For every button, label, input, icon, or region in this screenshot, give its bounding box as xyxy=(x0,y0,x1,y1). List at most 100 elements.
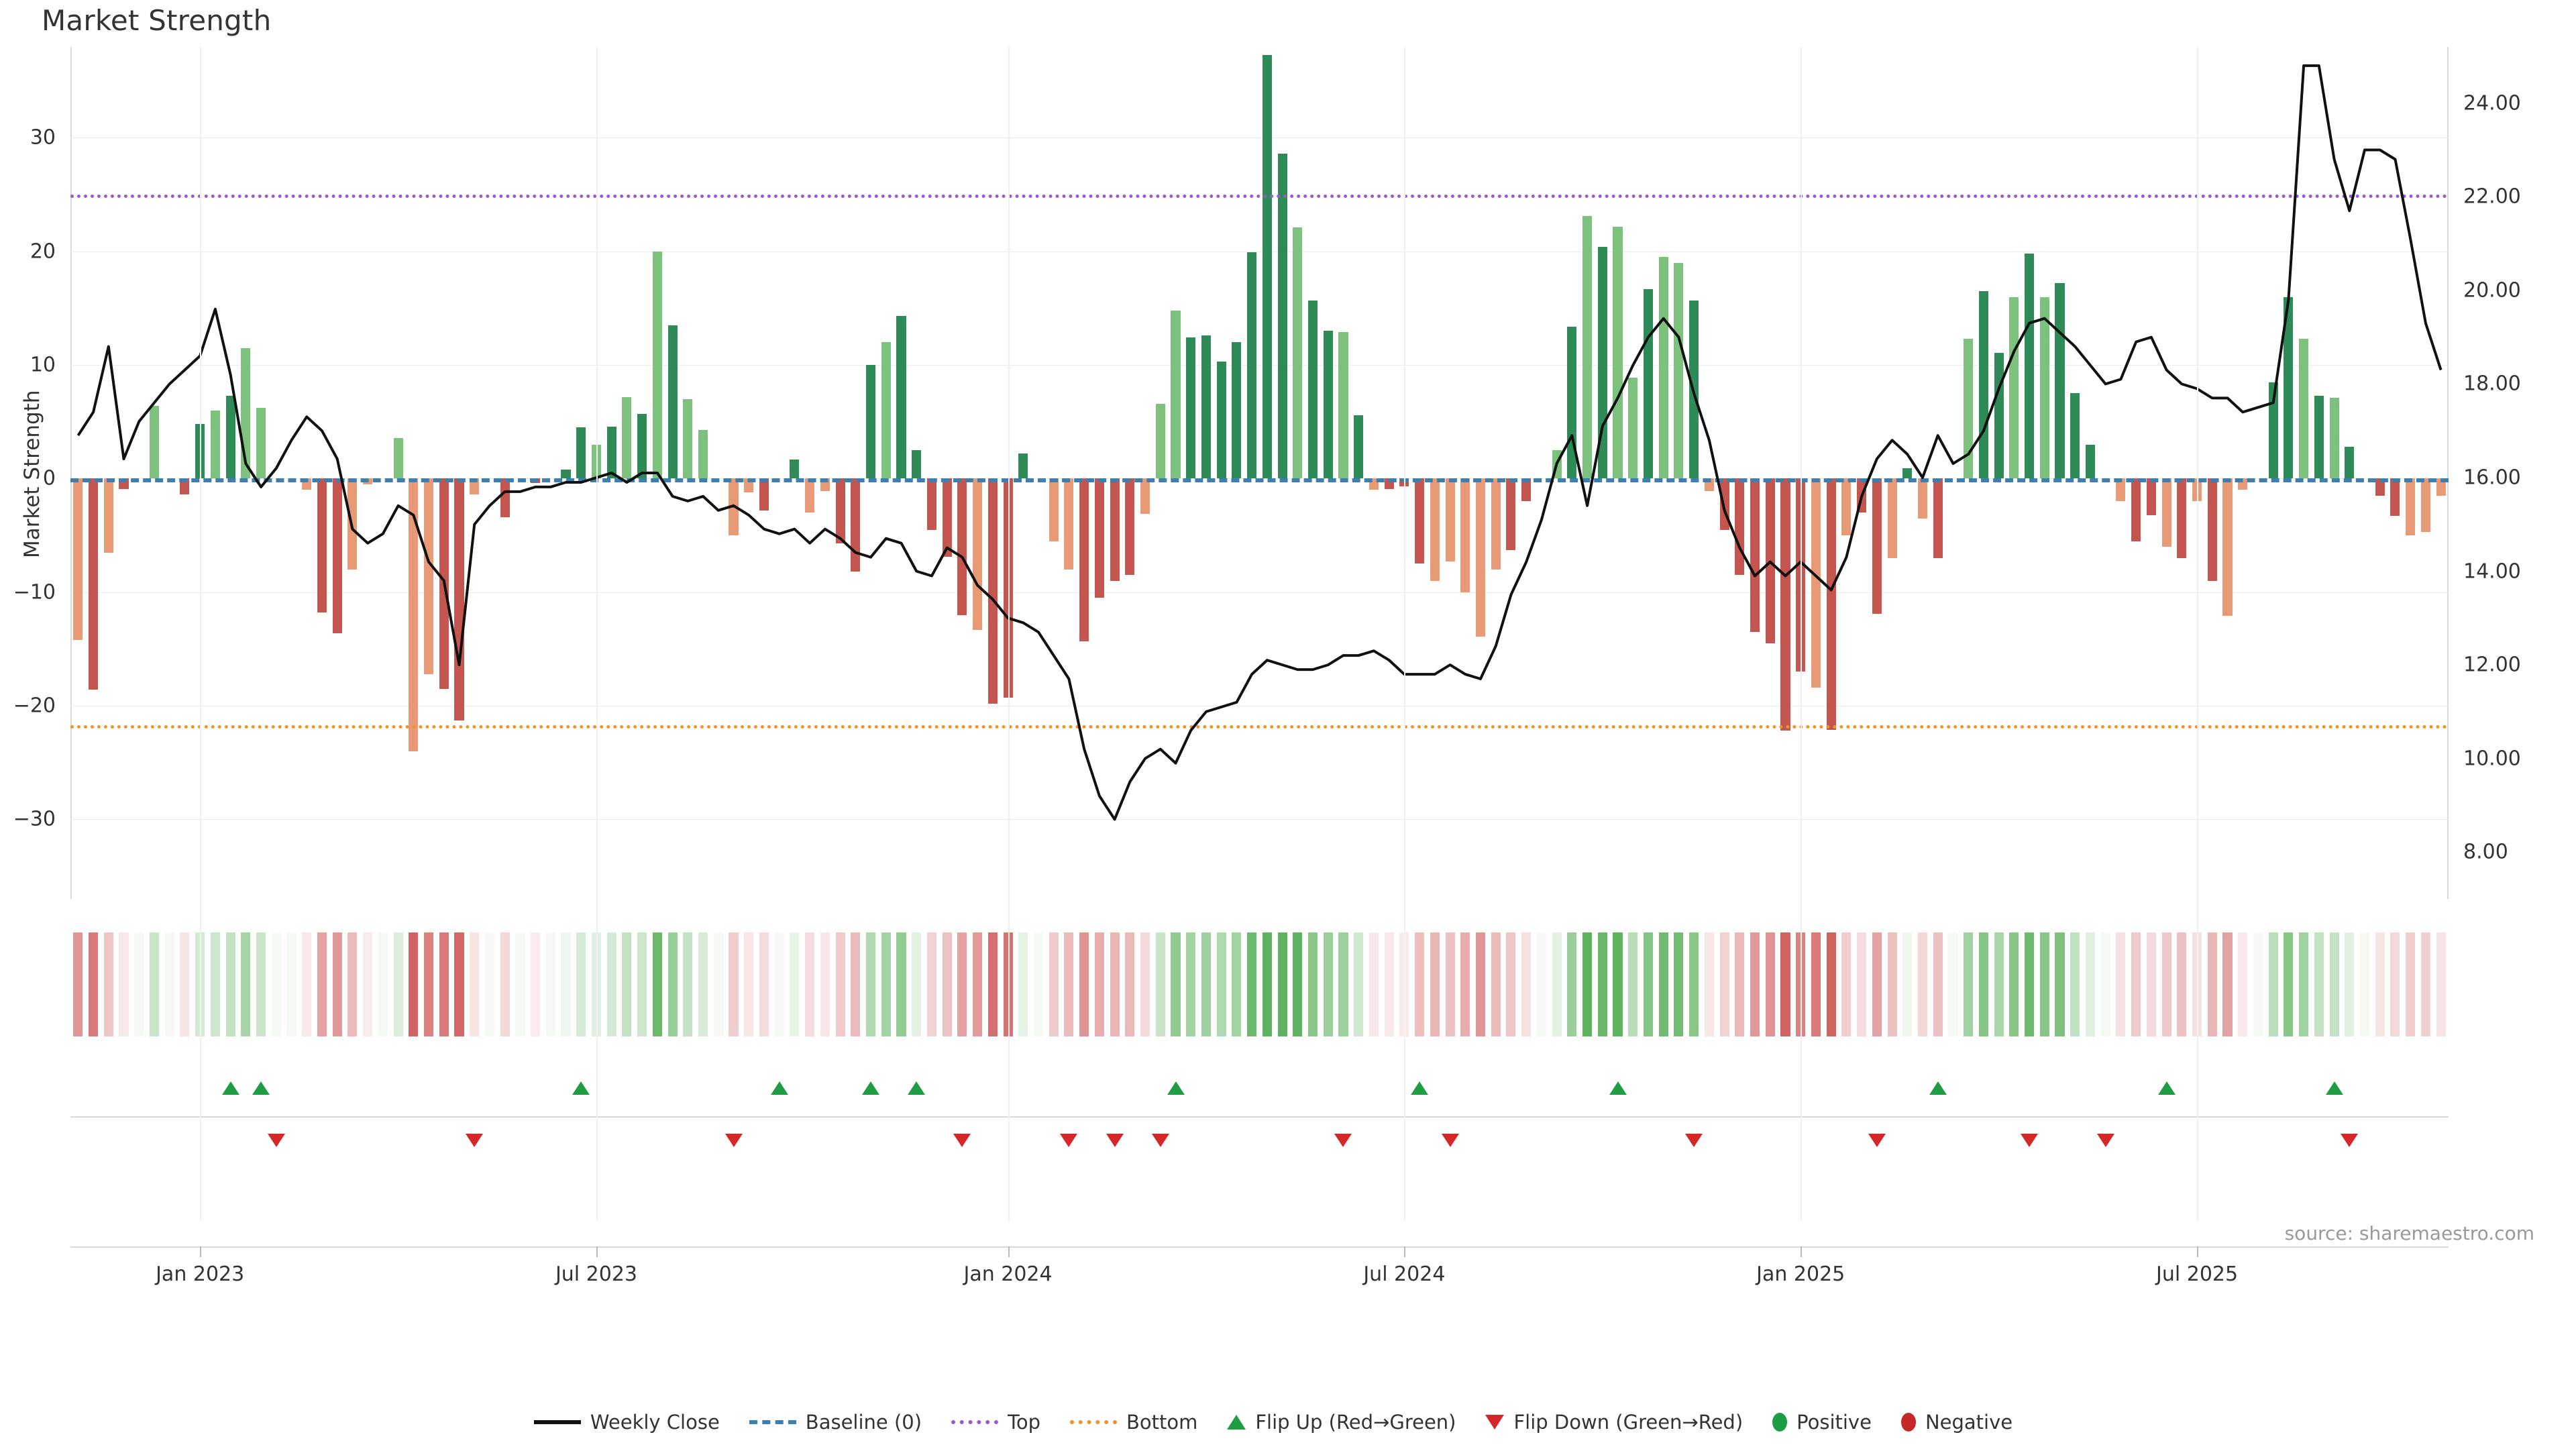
strength-bar xyxy=(1079,478,1089,641)
strength-bar xyxy=(500,478,510,518)
market-strength-plot xyxy=(70,47,2449,899)
heatmap-cell xyxy=(1964,932,1974,1036)
strength-bar xyxy=(195,424,205,479)
y-tick-label: 20 xyxy=(30,239,56,264)
strength-bar xyxy=(1277,154,1287,479)
heatmap-cell xyxy=(1796,932,1806,1036)
heatmap-cell xyxy=(912,932,922,1036)
heatmap-cell xyxy=(926,932,936,1036)
triangle-down-icon xyxy=(1485,1415,1505,1430)
strength-bar xyxy=(1232,342,1242,479)
y-tick-label: −30 xyxy=(13,807,56,831)
strength-bar xyxy=(1155,403,1165,479)
heatmap-cell xyxy=(2085,932,2095,1036)
x-tick-mark xyxy=(2197,1246,2199,1257)
y2-tick-label: 24.00 xyxy=(2463,91,2521,115)
strength-bar xyxy=(637,413,647,479)
strength-bar xyxy=(987,478,998,704)
heatmap-cell xyxy=(835,932,845,1036)
legend-item[interactable]: Bottom xyxy=(1069,1411,1197,1434)
flip-down-marker xyxy=(2021,1134,2039,1147)
heatmap-cell xyxy=(1811,932,1821,1036)
strength-bar xyxy=(790,459,800,479)
legend-item[interactable]: Baseline (0) xyxy=(749,1411,922,1434)
legend-item[interactable]: Flip Up (Red→Green) xyxy=(1227,1411,1456,1434)
legend-label: Top xyxy=(1008,1411,1040,1434)
strength-bar xyxy=(2222,478,2233,616)
y-tick-label: 10 xyxy=(30,353,56,377)
strength-bar xyxy=(1491,478,1501,570)
strength-bar xyxy=(1323,331,1333,479)
heatmap-cell xyxy=(454,932,464,1036)
strength-bar xyxy=(1354,415,1364,479)
flip-down-marker xyxy=(1151,1134,1169,1147)
baseline-line xyxy=(70,478,2449,483)
heatmap-cell xyxy=(698,932,708,1036)
flip-up-marker xyxy=(908,1081,926,1095)
heatmap-cell xyxy=(729,932,739,1036)
flip-up-marker xyxy=(770,1081,788,1095)
heatmap-cell xyxy=(1917,932,1928,1036)
heatmap-cell xyxy=(2039,932,2049,1036)
strength-bar xyxy=(2146,478,2156,515)
strength-bar xyxy=(2025,254,2035,479)
heatmap-cell xyxy=(759,932,769,1036)
heatmap-cell xyxy=(606,932,616,1036)
heatmap-cell xyxy=(1628,932,1638,1036)
legend-item[interactable]: Weekly Close xyxy=(533,1411,720,1434)
y2-tick-label: 18.00 xyxy=(2463,372,2521,396)
heatmap-cell xyxy=(2375,932,2385,1036)
strength-bar xyxy=(2345,447,2355,479)
heatmap-cell xyxy=(1125,932,1135,1036)
heatmap-cell xyxy=(1750,932,1760,1036)
heatmap-cell xyxy=(1430,932,1440,1036)
heatmap-cell xyxy=(225,932,235,1036)
strength-bar xyxy=(591,444,602,479)
heatmap-cell xyxy=(1293,932,1303,1036)
source-note: source: sharemaestro.com xyxy=(2284,1222,2534,1244)
strength-bar xyxy=(683,398,693,479)
y-tick-label: 30 xyxy=(30,125,56,150)
legend-item[interactable]: Negative xyxy=(1900,1411,2012,1434)
y-tick-label: −10 xyxy=(13,580,56,604)
flip-down-marker xyxy=(1106,1134,1124,1147)
heatmap-cell xyxy=(1689,932,1699,1036)
strength-bar xyxy=(851,478,861,572)
legend-item[interactable]: Flip Down (Green→Red) xyxy=(1485,1411,1743,1434)
strength-bar xyxy=(2284,297,2294,479)
heatmap-cell xyxy=(2238,932,2248,1036)
strength-bar xyxy=(256,408,266,479)
strength-bar xyxy=(622,396,632,479)
heatmap-cell xyxy=(134,932,144,1036)
legend-label: Baseline (0) xyxy=(805,1411,922,1434)
strength-bar xyxy=(1216,362,1226,479)
strength-bar xyxy=(835,478,845,543)
flip-up-marker xyxy=(2157,1081,2176,1095)
heatmap-cell xyxy=(1841,932,1851,1036)
strength-bar xyxy=(2177,478,2187,558)
page-title: Market Strength xyxy=(42,4,272,37)
heatmap-cell xyxy=(1765,932,1775,1036)
flip-divider-line xyxy=(70,1116,2449,1118)
flip-down-marker xyxy=(953,1134,971,1147)
heatmap-cell xyxy=(1094,932,1104,1036)
heatmap-cell xyxy=(2390,932,2400,1036)
heatmap-cell xyxy=(1857,932,1867,1036)
gridline xyxy=(70,592,2449,593)
heatmap-cell xyxy=(89,932,99,1036)
flip-up-marker xyxy=(1167,1081,1185,1095)
heatmap-cell xyxy=(2345,932,2355,1036)
heatmap-cell xyxy=(1475,932,1486,1036)
strength-bar xyxy=(2039,297,2049,479)
heatmap-cell xyxy=(180,932,190,1036)
legend-item[interactable]: Top xyxy=(951,1411,1040,1434)
heatmap-cell xyxy=(652,932,662,1036)
strength-bar xyxy=(1415,478,1425,564)
heatmap-cell xyxy=(1735,932,1745,1036)
legend-item[interactable]: Positive xyxy=(1772,1411,1872,1434)
flip-down-marker xyxy=(2096,1134,2114,1147)
strength-bar xyxy=(1796,478,1806,672)
strength-bar xyxy=(2131,478,2141,541)
heatmap-cell xyxy=(1354,932,1364,1036)
heatmap-cell xyxy=(1399,932,1409,1036)
